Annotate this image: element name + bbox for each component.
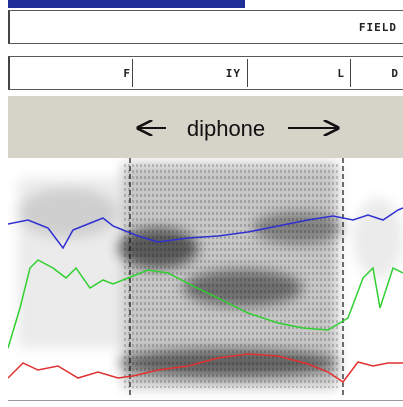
- diphone-label: diphone: [187, 116, 265, 141]
- annotation-band: diphone: [8, 96, 403, 158]
- playback-progress-track[interactable]: [8, 0, 403, 8]
- phone-label-iy[interactable]: IY: [225, 67, 241, 80]
- word-tier[interactable]: FIELD: [8, 10, 403, 44]
- phone-label-d[interactable]: D: [391, 67, 399, 80]
- diphone-annotation: diphone: [8, 116, 403, 141]
- phone-label-f[interactable]: F: [123, 67, 131, 80]
- glottal-striations: [123, 163, 338, 388]
- formant-f1-line: [8, 353, 403, 384]
- bottom-border: [8, 400, 403, 401]
- spectrogram[interactable]: [8, 158, 403, 400]
- formant-f3-line: [8, 207, 403, 250]
- phone-label-l[interactable]: L: [337, 67, 345, 80]
- word-label-field[interactable]: FIELD: [358, 21, 397, 34]
- formant-f2-line: [8, 259, 403, 349]
- playback-progress-fill: [8, 0, 245, 8]
- phone-boundary[interactable]: [247, 59, 248, 87]
- phone-boundary[interactable]: [132, 59, 133, 87]
- phone-tier[interactable]: F IY L D: [8, 56, 403, 90]
- phone-boundary[interactable]: [350, 59, 351, 87]
